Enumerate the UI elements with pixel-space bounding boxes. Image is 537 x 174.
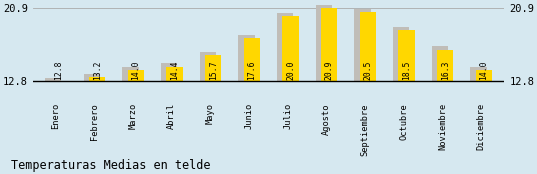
Bar: [45, 78, 61, 81]
Bar: [437, 50, 453, 81]
Bar: [354, 9, 371, 81]
Text: 12.8: 12.8: [54, 60, 63, 80]
Text: 20.9: 20.9: [325, 60, 333, 80]
Bar: [360, 12, 376, 81]
Bar: [393, 27, 409, 81]
Text: 17.6: 17.6: [248, 60, 256, 80]
Bar: [166, 67, 183, 81]
Bar: [470, 67, 487, 81]
Text: 15.7: 15.7: [209, 60, 217, 80]
Text: 13.2: 13.2: [93, 60, 101, 80]
Text: 18.5: 18.5: [402, 60, 411, 80]
Bar: [200, 52, 216, 81]
Bar: [128, 70, 144, 81]
Bar: [398, 30, 415, 81]
Text: 20.5: 20.5: [364, 60, 372, 80]
Text: 14.0: 14.0: [480, 60, 488, 80]
Text: Temperaturas Medias en telde: Temperaturas Medias en telde: [11, 159, 211, 172]
Text: 16.3: 16.3: [441, 60, 449, 80]
Bar: [321, 8, 337, 81]
Text: 20.0: 20.0: [286, 60, 295, 80]
Bar: [277, 13, 293, 81]
Bar: [476, 70, 492, 81]
Bar: [432, 46, 448, 81]
Bar: [84, 74, 100, 81]
Bar: [205, 55, 221, 81]
Text: 14.0: 14.0: [132, 60, 140, 80]
Bar: [89, 77, 105, 81]
Bar: [238, 35, 255, 81]
Bar: [282, 16, 299, 81]
Bar: [316, 5, 332, 81]
Bar: [244, 38, 260, 81]
Text: 14.4: 14.4: [170, 60, 179, 80]
Bar: [161, 64, 177, 81]
Bar: [122, 67, 139, 81]
